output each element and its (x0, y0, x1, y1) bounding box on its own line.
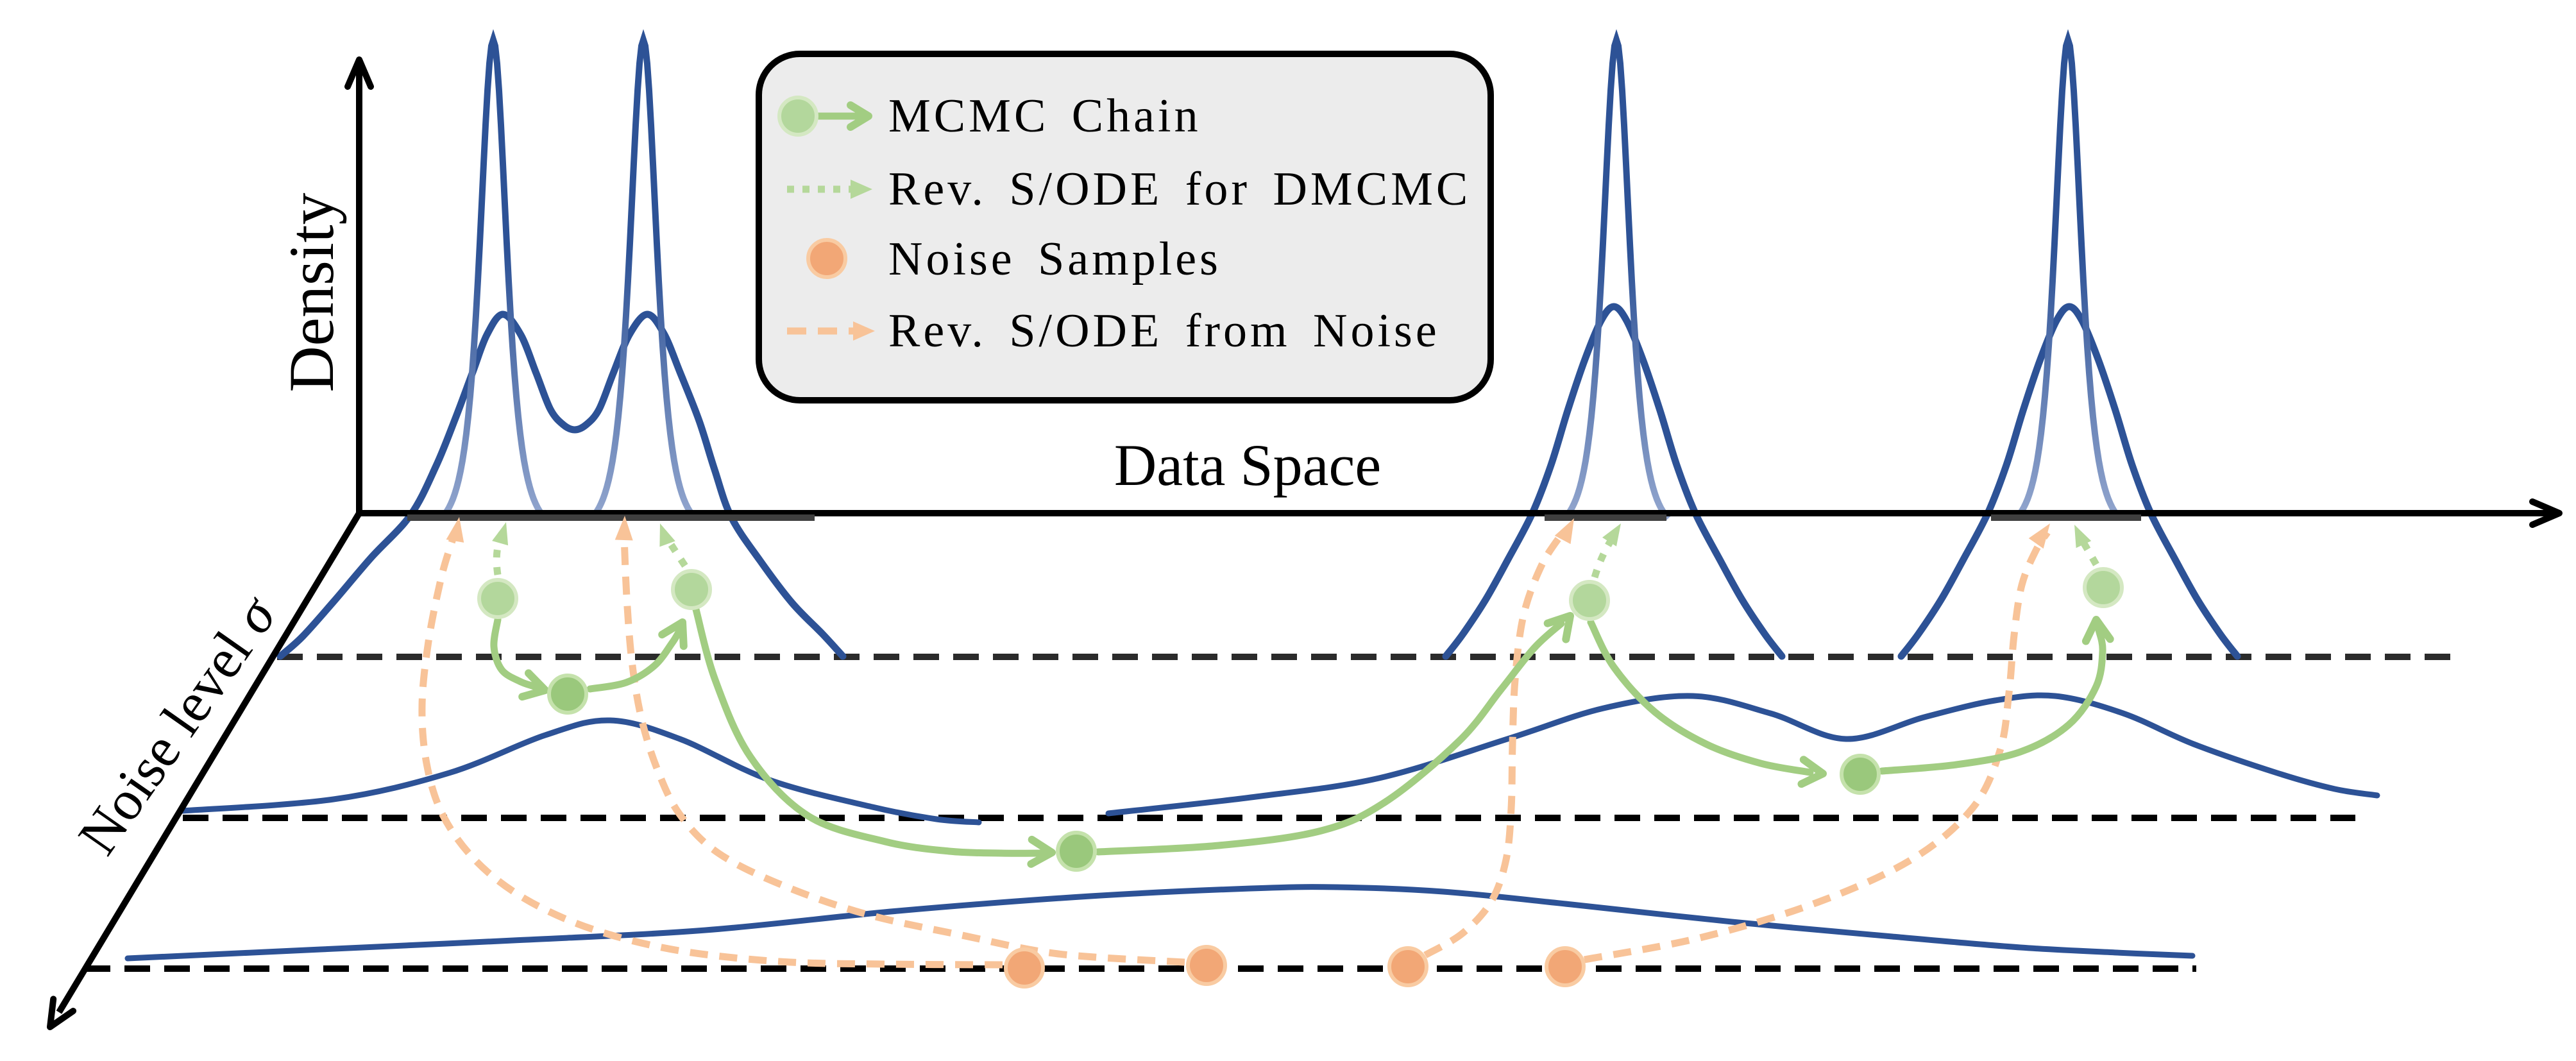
svg-text:Noise Samples: Noise Samples (888, 233, 1221, 285)
svg-text:Data Space: Data Space (1114, 432, 1381, 498)
svg-text:Rev. S/ODE for DMCMC: Rev. S/ODE for DMCMC (888, 163, 1471, 216)
svg-text:Rev. S/ODE from Noise: Rev. S/ODE from Noise (888, 305, 1440, 357)
svg-text:MCMC Chain: MCMC Chain (888, 90, 1201, 142)
svg-text:Density: Density (276, 192, 347, 392)
